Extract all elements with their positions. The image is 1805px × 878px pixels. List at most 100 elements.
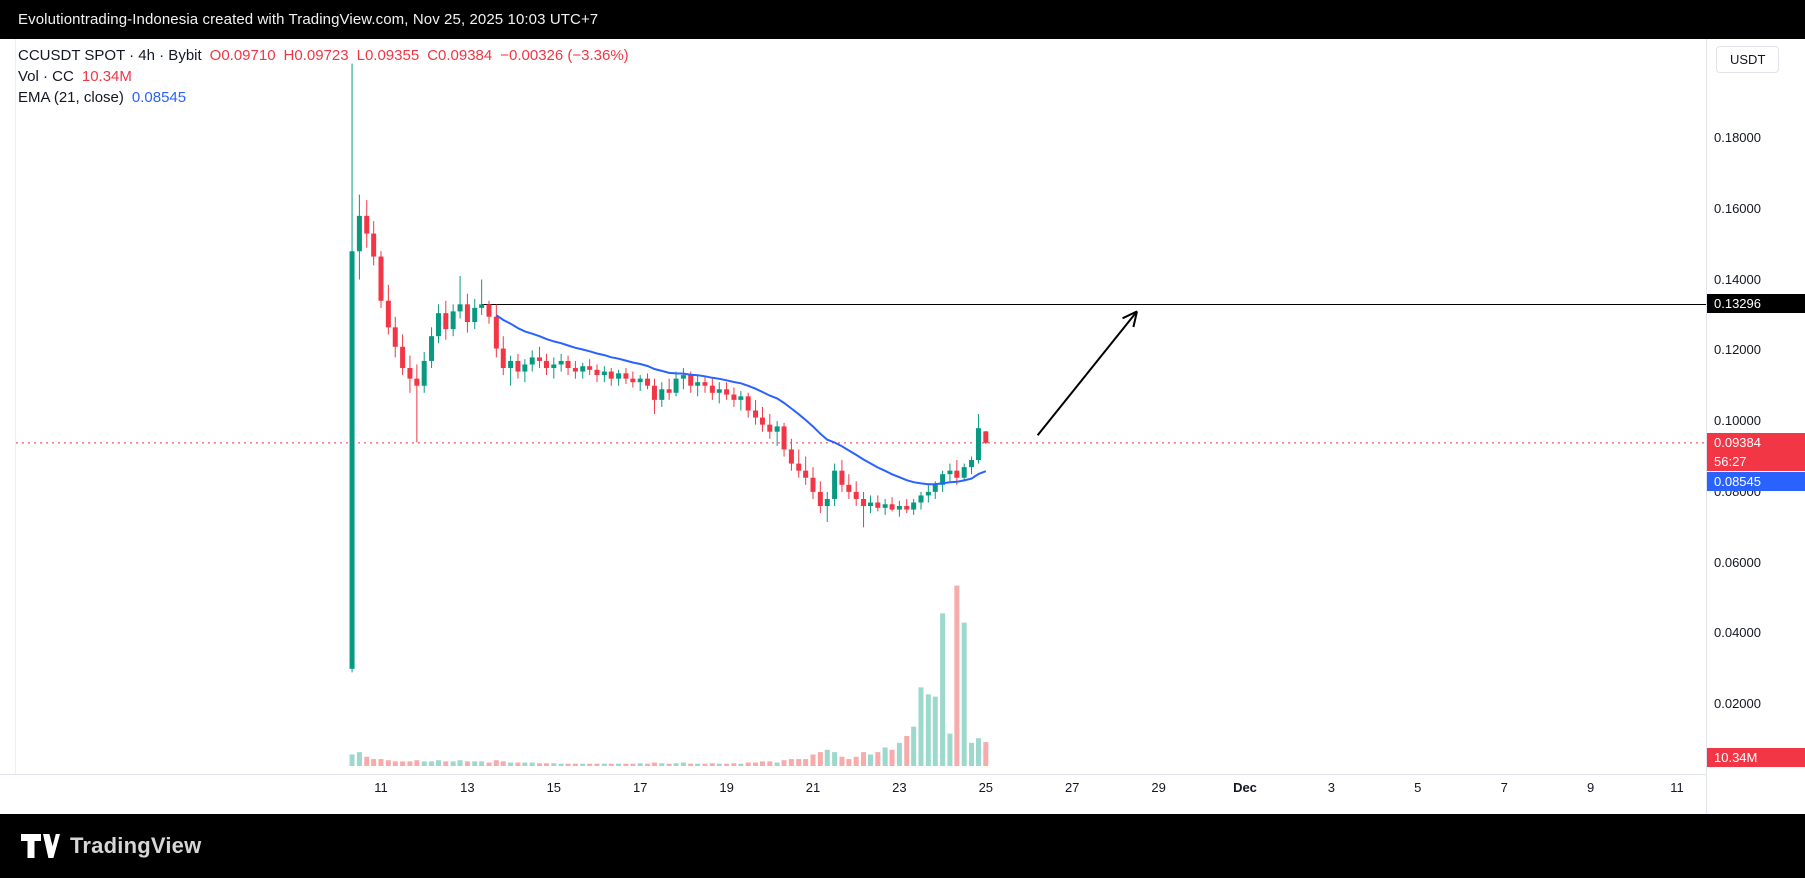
volume-bar bbox=[443, 761, 449, 766]
volume-bar bbox=[407, 761, 413, 766]
candle bbox=[918, 491, 924, 510]
volume-bar bbox=[623, 763, 629, 766]
candle bbox=[673, 371, 679, 397]
time-tick: 11 bbox=[1670, 780, 1684, 795]
candle bbox=[817, 481, 823, 514]
candle bbox=[385, 284, 391, 335]
candle bbox=[853, 481, 859, 507]
candle bbox=[429, 327, 435, 369]
volume-bar bbox=[932, 696, 938, 766]
candle bbox=[861, 491, 867, 528]
volume-indicator-value: 10.34M bbox=[81, 68, 132, 85]
time-tick: 29 bbox=[1151, 780, 1166, 795]
volume-bar bbox=[421, 761, 427, 766]
volume-bar bbox=[601, 763, 607, 766]
volume-bar bbox=[975, 738, 981, 766]
price-tick: 0.04000 bbox=[1714, 625, 1761, 641]
volume-bar bbox=[414, 760, 420, 766]
candle bbox=[601, 366, 607, 383]
volume-bar bbox=[954, 585, 960, 766]
volume-indicator-label: Vol · CC bbox=[18, 68, 74, 85]
time-tick: 21 bbox=[805, 780, 821, 795]
candle bbox=[759, 406, 765, 432]
candle bbox=[911, 498, 917, 515]
ohlc-close: C0.09384 bbox=[427, 47, 493, 64]
candle bbox=[738, 391, 744, 411]
time-tick: 17 bbox=[632, 780, 648, 795]
candle bbox=[709, 378, 715, 400]
ema-line bbox=[495, 314, 987, 486]
volume-bar bbox=[666, 763, 672, 766]
trend-arrow[interactable] bbox=[1036, 310, 1138, 436]
volume-bar bbox=[940, 613, 946, 766]
volume-bar bbox=[587, 763, 593, 766]
candle bbox=[724, 382, 730, 400]
candle bbox=[788, 438, 794, 471]
ema-indicator-value: 0.08545 bbox=[131, 89, 187, 106]
candle bbox=[457, 276, 463, 319]
candlestick-chart[interactable] bbox=[0, 39, 1706, 774]
candle bbox=[637, 375, 643, 392]
candle bbox=[414, 364, 420, 443]
level-price-label: 0.13296 bbox=[1707, 294, 1805, 314]
candle bbox=[947, 463, 953, 482]
volume-bar bbox=[702, 763, 708, 766]
candle bbox=[464, 293, 470, 333]
volume-bar bbox=[846, 759, 852, 766]
candle bbox=[565, 355, 571, 376]
candle bbox=[551, 357, 557, 379]
candle bbox=[435, 304, 441, 344]
legend-row-volume: Vol · CC 10.34M bbox=[18, 66, 637, 87]
candle bbox=[983, 430, 989, 444]
volume-bar bbox=[759, 761, 765, 766]
candle bbox=[803, 456, 809, 485]
candle bbox=[558, 353, 564, 372]
candle bbox=[407, 355, 413, 393]
volume-bar bbox=[608, 763, 614, 766]
time-scale[interactable]: 11 13 15 17 19 21 23 25 27 29 Dec 3 5 7 9 11 bbox=[0, 774, 1706, 814]
time-tick: 5 bbox=[1414, 780, 1422, 795]
candle bbox=[781, 422, 787, 457]
candle bbox=[645, 373, 651, 390]
volume-bar bbox=[867, 754, 873, 766]
candle bbox=[716, 382, 722, 404]
volume-bar bbox=[616, 763, 622, 766]
currency-unit-button[interactable]: USDT bbox=[1716, 46, 1780, 73]
volume-bar bbox=[659, 763, 665, 766]
volume-bar bbox=[904, 735, 910, 766]
volume-bar bbox=[947, 733, 953, 766]
volume-bar bbox=[724, 763, 730, 766]
volume-bar bbox=[400, 761, 406, 766]
volume-bar bbox=[435, 760, 441, 766]
bar-close-countdown: 56:27 bbox=[1714, 453, 1747, 469]
volume-bar bbox=[364, 756, 370, 766]
candle bbox=[954, 460, 960, 485]
volume-bar bbox=[500, 761, 506, 766]
volume-bar bbox=[918, 687, 924, 766]
candle bbox=[443, 300, 449, 340]
volume-bar bbox=[472, 761, 478, 766]
candle bbox=[651, 378, 657, 415]
volume-bar bbox=[911, 726, 917, 766]
volume-bar bbox=[709, 763, 715, 766]
candle bbox=[508, 355, 514, 386]
volume-bar bbox=[558, 763, 564, 766]
candle bbox=[904, 498, 910, 514]
volume-bar bbox=[781, 760, 787, 766]
candle bbox=[753, 399, 759, 425]
candle bbox=[969, 456, 975, 475]
volume-bar bbox=[356, 752, 362, 766]
price-tick: 0.10000 bbox=[1714, 413, 1761, 429]
candle bbox=[867, 495, 873, 514]
ema-value-label: 0.08545 bbox=[1707, 471, 1805, 491]
volume-bar bbox=[925, 694, 931, 766]
tradingview-logo[interactable]: TradingView bbox=[20, 833, 201, 859]
candle bbox=[515, 353, 521, 379]
time-tick: Dec bbox=[1233, 780, 1257, 795]
candle bbox=[587, 359, 593, 376]
price-scale[interactable]: USDT 0.18000 0.16000 0.14000 0.12000 0.10000… bbox=[1706, 39, 1805, 814]
price-tick: 0.16000 bbox=[1714, 200, 1761, 216]
volume-bar bbox=[753, 762, 759, 766]
candle bbox=[486, 300, 492, 324]
candle bbox=[400, 334, 406, 376]
